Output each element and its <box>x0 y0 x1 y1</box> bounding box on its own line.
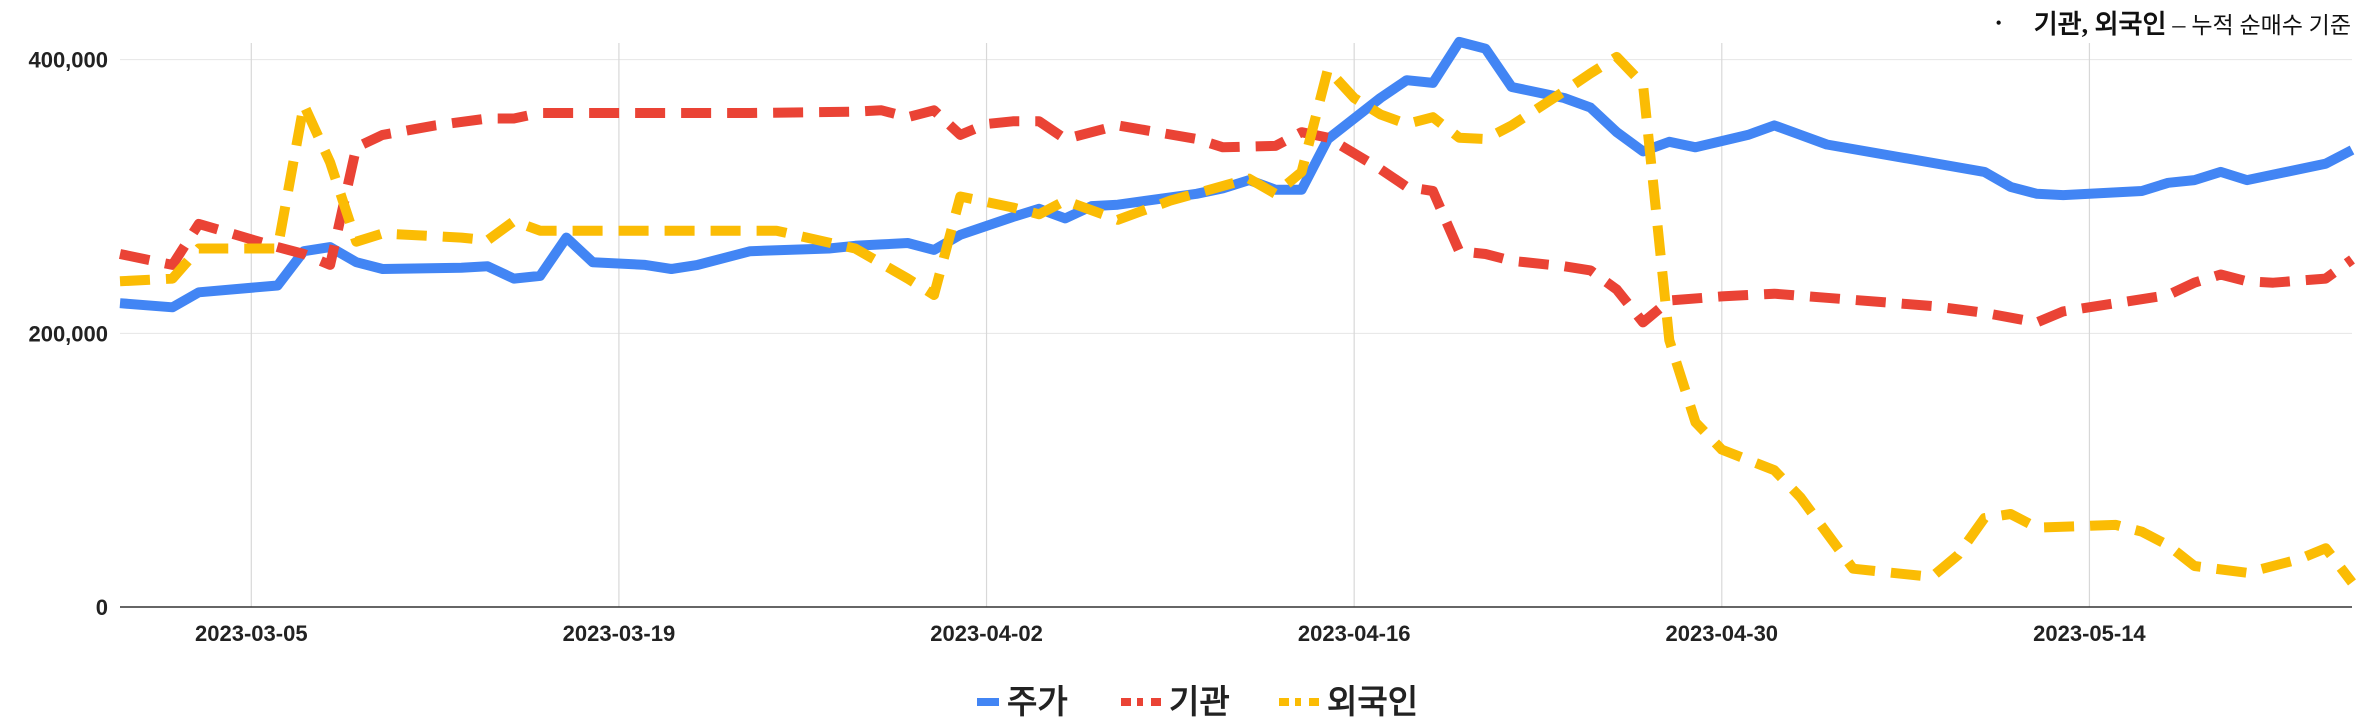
note-dash: – <box>2172 10 2186 39</box>
y-tick-label: 0 <box>96 595 108 620</box>
y-tick-label: 400,000 <box>28 48 108 73</box>
legend: 주가 기관 외국인 <box>977 683 1418 720</box>
bullet-icon: • <box>1995 13 2002 33</box>
series-line-dashed <box>118 105 2355 328</box>
y-tick-label: 200,000 <box>28 321 108 346</box>
x-axis: 2023-03-05 2023-03-19 2023-04-02 2023-04-16… <box>120 606 2352 646</box>
x-tick-label: 2023-03-19 <box>563 621 676 646</box>
note-basis: 누적 순매수 기준 <box>2191 13 2351 38</box>
legend-label: 외국인 <box>1327 683 1418 720</box>
x-tick-label: 2023-03-05 <box>195 621 308 646</box>
annotation-note: • 기관, 외국인 – 누적 순매수 기준 <box>1995 4 2351 41</box>
legend-label: 주가 <box>1007 683 1068 720</box>
series-line-solid <box>119 36 2355 313</box>
grid-lines <box>120 43 2352 607</box>
x-tick-label: 2023-04-30 <box>1666 621 1779 646</box>
legend-label: 기관 <box>1169 683 1230 720</box>
note-subject: 기관, 외국인 <box>2033 10 2167 39</box>
x-tick-label: 2023-04-02 <box>930 621 1043 646</box>
y-axis: 400,000 200,000 0 <box>28 48 108 620</box>
x-tick-label: 2023-04-16 <box>1298 621 1411 646</box>
x-tick-label: 2023-05-14 <box>2033 621 2146 646</box>
series-lines <box>118 36 2356 586</box>
